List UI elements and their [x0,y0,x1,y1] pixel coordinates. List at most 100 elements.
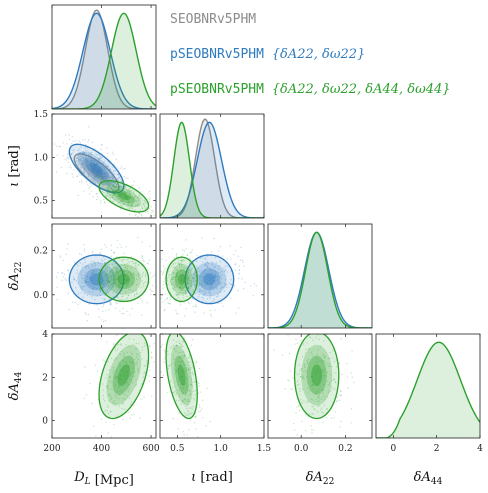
sample-dot [215,276,217,278]
sample-dot [117,186,119,188]
sample-dot [88,328,89,329]
sample-dot [63,273,65,275]
sample-dot [177,384,179,386]
sample-dot [202,272,204,275]
sample-dot [313,381,316,383]
sample-dot [126,258,128,261]
sample-dot [97,182,99,185]
sample-dot [107,184,109,186]
sample-dot [127,206,129,208]
sample-dot [191,292,193,294]
sample-dot [179,279,181,281]
sample-dot [184,398,186,400]
sample-dot [133,329,134,330]
sample-dot [193,290,195,292]
sample-dot [82,156,85,159]
sample-dot [77,157,79,159]
sample-dot [104,173,106,175]
sample-dot [311,375,313,377]
sample-dot [95,193,97,195]
sample-dot [111,187,113,189]
sample-dot [186,389,188,391]
sample-dot [190,378,192,380]
sample-dot [105,196,108,198]
sample-dot [180,284,182,286]
sample-dot [134,214,136,216]
sample-dot [110,277,112,279]
sample-dot [209,291,211,293]
sample-dot [95,166,97,168]
sample-dot [171,278,174,281]
sample-dot [92,177,95,179]
sample-dot [180,387,182,389]
sample-dot [115,158,117,160]
sample-dot [137,264,139,266]
sample-dot [320,370,322,372]
sample-dot [214,275,217,278]
sample-dot [244,281,246,284]
sample-dot [106,195,108,197]
sample-dot [166,277,168,280]
sample-dot [192,288,194,291]
sample-dot [111,176,114,178]
sample-dot [113,192,115,194]
sample-dot [173,362,175,364]
legend-entry-1: pSEOBNRv5PHM {δA22, δω22} [170,47,365,62]
sample-dot [135,342,137,344]
sample-dot [323,357,325,359]
sample-dot [122,286,124,288]
sample-dot [101,173,104,175]
sample-dot [301,376,303,379]
sample-dot [323,340,325,342]
sample-dot [118,257,120,259]
sample-dot [124,168,126,170]
sample-dot [296,384,298,386]
sample-dot [91,266,93,268]
sample-dot [133,330,134,331]
sample-dot [302,388,304,390]
sample-dot [160,271,162,273]
sample-dot [126,371,128,373]
sample-dot [109,171,111,174]
sample-dot [117,195,119,198]
sample-dot [178,262,180,265]
sample-dot [240,246,242,249]
sample-dot [185,308,187,310]
sample-dot [119,353,121,356]
sample-dot [132,263,135,265]
sample-dot [96,174,98,176]
sample-dot [114,377,116,379]
sample-dot [118,374,121,376]
sample-dot [107,413,110,415]
sample-dot [109,176,111,178]
sample-dot [138,371,140,373]
sample-dot [199,406,201,408]
sample-dot [189,383,192,385]
sample-dot [168,274,170,276]
sample-dot [107,406,109,409]
sample-dot [98,308,100,310]
sample-dot [103,289,105,291]
panel-frame [267,223,373,329]
sample-dot [96,173,99,175]
sample-dot [102,320,104,323]
sample-dot [127,195,130,198]
sample-dot [137,330,138,331]
sample-dot [108,301,111,303]
sample-dot [131,190,133,192]
sample-dot [88,284,91,286]
sample-dot [110,269,113,271]
sample-dot [81,169,83,171]
sample-dot [144,211,147,214]
sample-dot [190,285,192,287]
sample-dot [326,363,328,365]
sample-dot [80,158,82,160]
sample-dot [100,337,102,339]
sample-dot [321,389,324,391]
sample-dot [126,310,128,313]
sample-dot [83,163,85,165]
sample-dot [203,269,206,272]
sample-dot [128,189,130,192]
sample-dot [201,290,203,292]
sample-dot [178,367,180,370]
